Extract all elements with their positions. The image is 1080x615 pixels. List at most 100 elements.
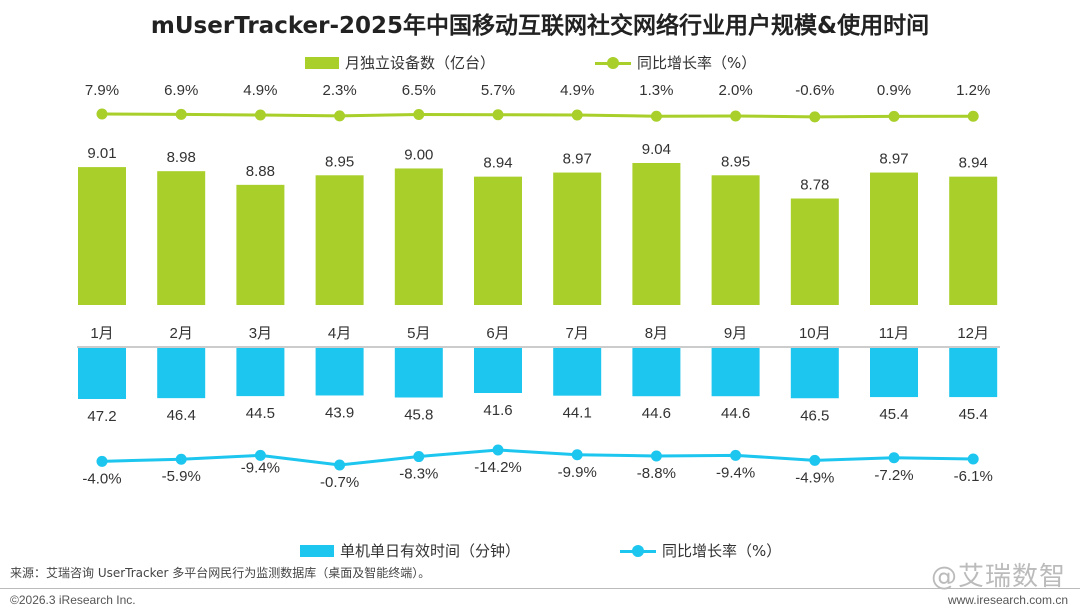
bottom-growth-line — [101, 448, 974, 467]
bottom-growth-value-label: -14.2% — [474, 459, 522, 476]
top-bar-value-label: 9.01 — [87, 145, 116, 162]
bottom-bar — [949, 348, 998, 398]
bottom-growth-value-label: -4.9% — [795, 469, 834, 486]
bottom-bar-value-label: 44.6 — [642, 405, 671, 422]
bottom-bar-value-label: 45.8 — [404, 407, 433, 424]
bottom-growth-point — [650, 450, 662, 462]
bottom-bar-value-label: 45.4 — [879, 406, 908, 423]
bottom-growth-value-label: -9.4% — [716, 464, 755, 481]
top-growth-point — [730, 110, 742, 122]
category-label: 6月 — [486, 325, 509, 342]
bottom-growth-point — [730, 449, 742, 461]
bottom-growth-point — [96, 455, 108, 467]
bottom-bar-labels: 47.2 46.4 44.5 43.9 45.8 41.6 44.1 44.6 44.6 46.5… — [87, 402, 987, 425]
top-bar — [236, 184, 285, 305]
category-label: 11月 — [879, 325, 910, 342]
bottom-bar-value-label: 43.9 — [325, 404, 354, 421]
top-bar — [474, 176, 522, 305]
category-labels: 1月 2月 3月 4月 5月 6月 7月 8月 9月 10月 11月 12月 — [90, 325, 989, 342]
bottom-bar — [632, 348, 681, 397]
bottom-growth-point — [175, 453, 187, 465]
top-bar-value-label: 8.78 — [800, 177, 829, 194]
top-growth-value-label: 7.9% — [85, 82, 119, 99]
top-bar-value-label: 8.94 — [959, 155, 988, 172]
top-bar — [632, 163, 681, 305]
legend-label-growth-bottom: 同比增长率（%） — [662, 542, 782, 560]
top-growth-value-label: 4.9% — [243, 82, 277, 99]
category-label: 9月 — [724, 325, 747, 342]
bottom-growth-point — [254, 449, 266, 461]
top-growth-value-label: 1.3% — [639, 82, 673, 99]
legend-item-devices: 月独立设备数（亿台） — [305, 52, 495, 73]
top-growth-value-label: 2.0% — [718, 82, 752, 99]
bottom-bars — [78, 348, 998, 399]
top-bar — [394, 168, 443, 305]
top-bar — [711, 175, 760, 305]
category-label: 12月 — [957, 325, 989, 342]
bottom-bar — [315, 348, 364, 396]
bottom-bar-value-label: 44.6 — [721, 405, 750, 422]
top-bar — [870, 172, 918, 305]
legend-label-growth-top: 同比增长率（%） — [637, 54, 757, 72]
bottom-growth-value-label: -9.4% — [241, 459, 280, 476]
top-growth-value-label: 1.2% — [956, 82, 990, 99]
category-label: 3月 — [249, 325, 272, 342]
top-bars — [78, 163, 998, 305]
top-bar-value-label: 9.04 — [642, 141, 671, 158]
bottom-bar-value-label: 45.4 — [959, 406, 988, 423]
top-growth-value-label: 4.9% — [560, 82, 594, 99]
legend-swatch-growth-top — [595, 56, 632, 70]
bottom-bar — [157, 348, 206, 399]
bottom-growth-point — [492, 444, 504, 456]
bottom-bar — [394, 348, 443, 398]
bottom-bar-value-label: 41.6 — [483, 402, 512, 419]
copyright: ©2026.3 iResearch Inc. — [10, 593, 136, 607]
bottom-bar — [870, 348, 918, 398]
bottom-growth-value-label: -0.7% — [320, 474, 359, 491]
bottom-bar — [553, 348, 602, 396]
top-line — [96, 108, 979, 123]
legend-swatch-time — [300, 544, 334, 557]
top-growth-point — [809, 111, 821, 123]
bottom-legend: 单机单日有效时间（分钟） 同比增长率（%） — [300, 540, 881, 561]
top-bar — [315, 175, 364, 305]
footer-rule — [0, 588, 1080, 589]
category-label: 5月 — [407, 325, 430, 342]
source-note: 来源：艾瑞咨询 UserTracker 多平台网民行为监测数据库（桌面及智能终端… — [10, 566, 431, 580]
chart-svg: 9.01 8.98 8.88 8.95 9.00 8.94 8.97 9.04 8.95 8.78… — [77, 82, 1000, 491]
category-label: 8月 — [645, 325, 668, 342]
top-bar-value-label: 9.00 — [404, 146, 433, 163]
legend-item-growth-bottom: 同比增长率（%） — [620, 540, 781, 561]
category-label: 7月 — [566, 325, 589, 342]
top-bar — [949, 176, 998, 305]
bottom-bar — [78, 348, 126, 399]
legend-item-time: 单机单日有效时间（分钟） — [300, 540, 520, 561]
top-growth-point — [334, 110, 346, 122]
top-bar-value-label: 8.95 — [325, 153, 354, 170]
top-bar — [790, 198, 839, 305]
category-label: 2月 — [170, 325, 193, 342]
top-growth-point — [571, 109, 583, 121]
bottom-bar-value-label: 44.5 — [246, 405, 275, 422]
top-growth-point — [888, 110, 900, 122]
top-growth-value-label: -0.6% — [795, 82, 834, 99]
bottom-growth-value-label: -5.9% — [162, 468, 201, 485]
legend-swatch-growth-bottom — [620, 544, 657, 558]
bottom-growth-point — [888, 452, 900, 464]
top-growth-point — [650, 110, 662, 122]
top-bar — [157, 171, 206, 305]
bottom-growth-point — [413, 451, 425, 463]
top-growth-point — [492, 109, 504, 121]
bottom-growth-value-label: -6.1% — [954, 468, 993, 485]
bottom-line-labels: -4.0% -5.9% -9.4% -0.7% -8.3% -14.2% -9.9% -8.8… — [82, 459, 992, 491]
top-growth-point — [175, 108, 187, 120]
bottom-growth-point — [967, 453, 979, 465]
top-growth-value-label: 2.3% — [322, 82, 356, 99]
bottom-growth-value-label: -9.9% — [558, 464, 597, 481]
legend-label-time: 单机单日有效时间（分钟） — [340, 542, 521, 560]
top-line-labels: 7.9% 6.9% 4.9% 2.3% 6.5% 5.7% 4.9% 1.3% 2.0% -0.6… — [85, 82, 990, 99]
top-bar-value-label: 8.97 — [879, 151, 908, 168]
top-bar-value-label: 8.94 — [483, 155, 512, 172]
bottom-growth-point — [571, 449, 583, 461]
top-growth-point — [413, 109, 425, 120]
